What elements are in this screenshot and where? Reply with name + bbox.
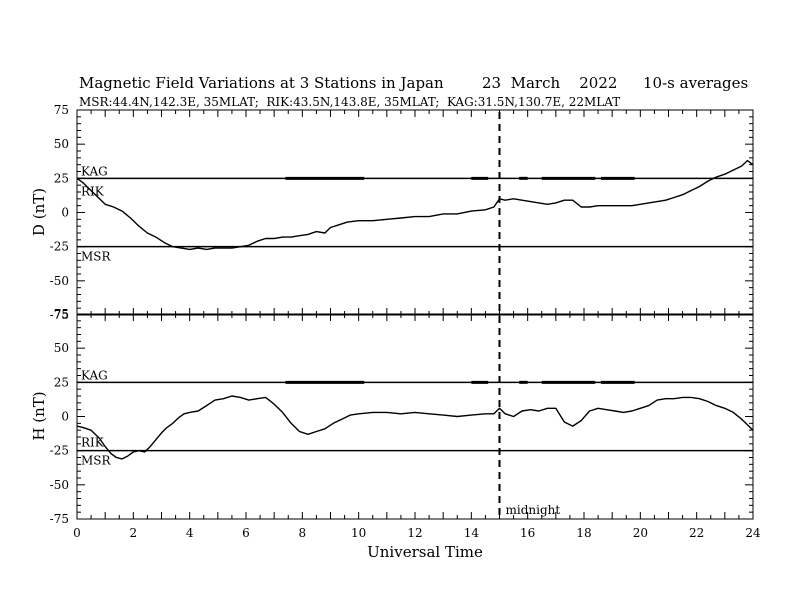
panel-h-series-rik	[76, 395, 754, 460]
panel-d-ytick-label: -75	[50, 308, 69, 322]
chart-date: 23 March 2022	[482, 74, 617, 92]
station-coordinates: MSR:44.4N,142.3E, 35MLAT; RIK:43.5N,143.…	[79, 95, 620, 109]
panel-d-series-rik	[76, 159, 754, 251]
station-label-msr: MSR	[81, 250, 112, 264]
station-label-kag: KAG	[81, 368, 108, 382]
panel-d-ytick-label: 0	[61, 206, 69, 220]
x-tick-label: 20	[633, 526, 648, 540]
panel-h-ytick-label: -25	[50, 444, 69, 458]
station-label-kag: KAG	[81, 164, 108, 178]
x-tick-label: 16	[520, 526, 535, 540]
x-tick-label: 10	[351, 526, 366, 540]
x-tick-label: 14	[464, 526, 480, 540]
panel-d-ylabel: D (nT)	[30, 188, 48, 236]
station-label-rik: RIK	[81, 436, 105, 450]
panel-d-frame	[76, 109, 754, 316]
x-tick-label: 6	[242, 526, 250, 540]
station-label-msr: MSR	[81, 454, 112, 468]
chart-title: Magnetic Field Variations at 3 Stations …	[79, 74, 444, 92]
x-tick-label: 24	[745, 526, 761, 540]
panel-h-ytick-label: 75	[54, 307, 69, 321]
station-label-rik: RIK	[81, 184, 105, 198]
x-tick-label: 2	[130, 526, 138, 540]
panel-d-ytick-label: 75	[54, 103, 69, 117]
panel-d-ytick-label: 25	[54, 171, 69, 185]
panel-h-ylabel: H (nT)	[30, 391, 48, 440]
panel-d-ytick-label: -25	[50, 240, 69, 254]
x-tick-label: 8	[299, 526, 307, 540]
chart-averaging: 10-s averages	[643, 74, 748, 92]
midnight-label: midnight	[506, 503, 561, 517]
x-axis-label: Universal Time	[367, 543, 483, 561]
panel-h-frame	[76, 313, 754, 520]
x-tick-label: 22	[689, 526, 704, 540]
panel-h-ytick-label: -75	[50, 512, 69, 526]
panel-h-ytick-label: 50	[54, 341, 69, 355]
panel-h-ytick-label: -50	[50, 478, 69, 492]
panel-h-ytick-label: 0	[61, 410, 69, 424]
panel-h-ytick-label: 25	[54, 375, 69, 389]
x-tick-label: 0	[73, 526, 81, 540]
panel-d-ytick-label: -50	[50, 274, 69, 288]
x-tick-label: 4	[186, 526, 194, 540]
x-tick-label: 18	[576, 526, 591, 540]
x-tick-label: 12	[407, 526, 422, 540]
panel-d-ytick-label: 50	[54, 137, 69, 151]
